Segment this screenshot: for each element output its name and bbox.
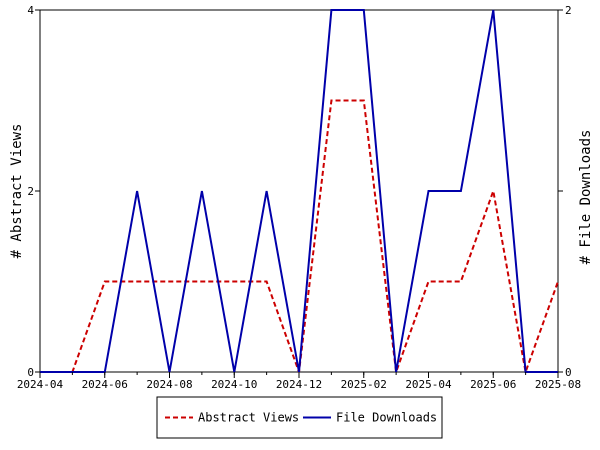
x-tick-label: 2025-02 — [341, 378, 387, 391]
x-tick-label: 2025-04 — [405, 378, 452, 391]
x-tick-label: 2025-08 — [535, 378, 581, 391]
x-tick-label: 2024-12 — [276, 378, 322, 391]
y-axis-right-title: # File Downloads — [578, 130, 594, 265]
x-tick-label: 2024-10 — [211, 378, 257, 391]
x-tick-label: 2025-06 — [470, 378, 516, 391]
y-right-tick-label: 2 — [565, 4, 572, 17]
x-tick-label: 2024-04 — [17, 378, 64, 391]
plot-area — [39, 9, 559, 373]
legend-box — [156, 396, 443, 439]
axes: 0 2 4 0 2 2024-04 2024-06 2024-08 2024-10 2024-12… — [17, 4, 581, 391]
series-line-abstract-views — [40, 99, 559, 376]
x-tick-label: 2024-06 — [82, 378, 128, 391]
y-axis-left-title: # Abstract Views — [9, 124, 25, 259]
series-line-file-downloads — [40, 9, 558, 373]
y-left-tick-label: 0 — [27, 366, 34, 379]
x-tick-label: 2024-08 — [146, 378, 192, 391]
y-left-tick-label: 2 — [27, 185, 34, 198]
legend-label: Abstract Views — [198, 411, 299, 425]
y-left-tick-label: 4 — [27, 4, 34, 17]
legend: Abstract Views File Downloads — [156, 396, 443, 439]
y-right-tick-label: 0 — [565, 366, 572, 379]
series-lines — [40, 9, 559, 376]
plot-frame — [39, 9, 559, 373]
legend-label: File Downloads — [336, 411, 437, 425]
